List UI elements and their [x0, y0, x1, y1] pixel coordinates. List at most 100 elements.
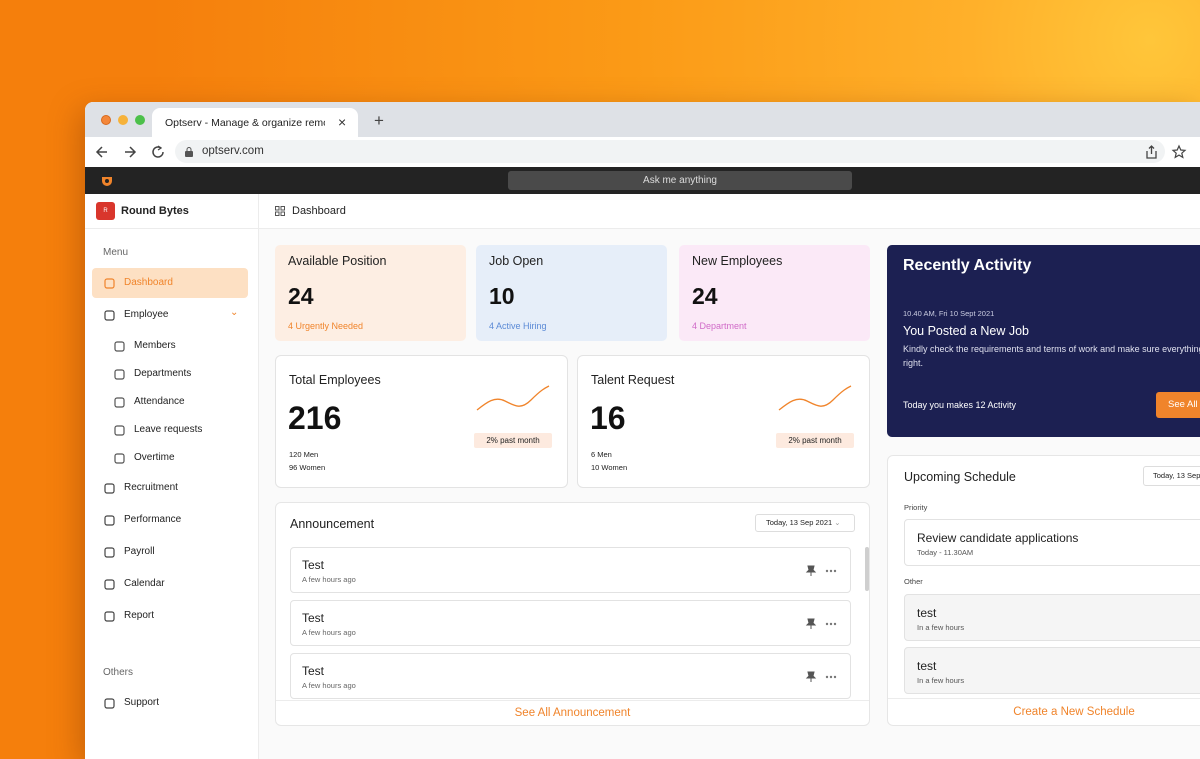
nav-subitem[interactable]: Departments	[134, 368, 192, 379]
summary-line: 120 Men	[289, 450, 319, 459]
nav-icon	[114, 341, 125, 352]
activity-title: Recently Activity	[903, 257, 1032, 274]
other-label: Other	[904, 577, 923, 586]
breadcrumb-icon	[275, 206, 285, 216]
new-tab[interactable]: +	[374, 111, 384, 130]
close-dot[interactable]	[101, 115, 111, 125]
announcement-item[interactable]: Test A few hours ago	[290, 547, 851, 593]
nav-subitem[interactable]: Attendance	[134, 396, 185, 407]
search-box[interactable]: Ask me anything	[508, 171, 852, 190]
nav-icon	[114, 425, 125, 436]
stat-card: Available Position 24 4 Urgently Needed	[275, 245, 466, 341]
divider	[888, 698, 1200, 699]
schedule-item[interactable]: Review candidate applications Today - 11.…	[904, 519, 1200, 566]
nav-icon	[104, 611, 115, 622]
lock-icon	[185, 147, 193, 157]
schedule-item[interactable]: test In a few hours	[904, 647, 1200, 694]
nav-icon	[114, 369, 125, 380]
date-picker[interactable]: Today, 13 Sep 2021 ⌄	[755, 514, 855, 532]
schedule-item-time: In a few hours	[917, 676, 965, 685]
activity-card: Recently Activity 10.40 AM, Fri 10 Sept …	[887, 245, 1200, 437]
sparkline	[476, 385, 550, 411]
summary-title: Total Employees	[289, 373, 381, 387]
summary-line: 10 Women	[591, 463, 628, 472]
item-actions[interactable]	[805, 618, 839, 630]
app-logo[interactable]	[99, 173, 115, 189]
sparkline	[778, 385, 852, 411]
nav-icon	[114, 453, 125, 464]
item-actions[interactable]	[805, 671, 839, 683]
schedule-item-title: test	[917, 659, 937, 673]
nav-subitem[interactable]: Leave requests	[134, 424, 203, 435]
summary-line: 6 Men	[591, 450, 612, 459]
schedule-item-time: Today - 11.30AM	[917, 548, 974, 557]
announcement-item[interactable]: Test A few hours ago	[290, 600, 851, 646]
item-title: Test	[302, 558, 325, 572]
divider	[276, 700, 869, 701]
activity-time: 10.40 AM, Fri 10 Sept 2021	[903, 309, 995, 318]
summary-badge: 2% past month	[474, 433, 552, 448]
stat-value: 10	[489, 283, 515, 309]
nav-icon	[104, 698, 115, 709]
nav-item[interactable]: Employee	[124, 309, 169, 320]
announcement-item[interactable]: Test A few hours ago	[290, 653, 851, 699]
announcement-link[interactable]: See All Announcement	[514, 707, 631, 719]
schedule-date[interactable]: Today, 13 Sep 2021	[1143, 466, 1200, 486]
stat-value: 24	[288, 283, 314, 309]
schedule-link[interactable]: Create a New Schedule	[1013, 706, 1135, 718]
nav-item[interactable]: Support	[124, 697, 160, 708]
nav-chevron: ⌄	[230, 307, 239, 318]
summary-card: Talent Request 16 2% past month 6 Men 10 Wom…	[577, 355, 870, 488]
maximize-dot[interactable]	[135, 115, 145, 125]
org-name[interactable]: Round Bytes	[121, 205, 189, 217]
nav-item[interactable]: Report	[124, 610, 155, 621]
stat-card: Job Open 10 4 Active Hiring	[476, 245, 667, 341]
schedule-title: Upcoming Schedule	[904, 470, 1016, 484]
scrollbar[interactable]	[865, 547, 869, 591]
summary-card: Total Employees 216 2% past month 120 Men 96…	[275, 355, 568, 488]
nav-item[interactable]: Payroll	[124, 546, 155, 557]
summary-value: 216	[288, 400, 342, 436]
minimize-dot[interactable]	[118, 115, 128, 125]
schedule-card: Upcoming Schedule Today, 13 Sep 2021 Pri…	[887, 455, 1200, 726]
summary-badge: 2% past month	[776, 433, 854, 448]
tab-title: Optserv - Manage & organize remote	[165, 117, 325, 129]
nav-active-bg	[92, 268, 248, 298]
nav-buttons[interactable]	[95, 144, 175, 160]
stat-title: Job Open	[489, 254, 544, 268]
nav-item[interactable]: Calendar	[124, 578, 165, 589]
toolbar-icons[interactable]	[1145, 144, 1195, 160]
activity-footer: Today you makes 12 Activity	[903, 400, 1017, 410]
item-time: A few hours ago	[302, 681, 356, 690]
nav-icon	[104, 515, 115, 526]
see-all-button[interactable]: See All	[1156, 392, 1200, 418]
item-actions[interactable]	[805, 565, 839, 577]
schedule-item-title: test	[917, 606, 937, 620]
nav-subitem[interactable]: Overtime	[134, 452, 175, 463]
nav-item[interactable]: Dashboard	[124, 277, 173, 288]
schedule-item-time: In a few hours	[917, 623, 965, 632]
date-text: Today, 13 Sep 2021	[766, 518, 833, 527]
nav-icon	[104, 278, 115, 289]
stat-note: 4 Active Hiring	[489, 321, 547, 331]
nav-icon	[114, 397, 125, 408]
item-time: A few hours ago	[302, 575, 356, 584]
nav-icon	[104, 579, 115, 590]
nav-item[interactable]: Performance	[124, 514, 182, 525]
announcement-title: Announcement	[290, 517, 375, 531]
url: optserv.com	[202, 145, 264, 157]
nav-subitem[interactable]: Members	[134, 340, 176, 351]
stat-value: 24	[692, 283, 718, 309]
active-tab[interactable]: Optserv - Manage & organize remote ×	[152, 108, 358, 137]
tab-close[interactable]: ×	[338, 114, 347, 130]
others-label: Others	[103, 667, 134, 678]
activity-heading: You Posted a New Job	[903, 324, 1030, 338]
breadcrumb: Dashboard	[292, 205, 346, 217]
schedule-item[interactable]: test In a few hours	[904, 594, 1200, 641]
nav-item[interactable]: Recruitment	[124, 482, 178, 493]
item-title: Test	[302, 611, 325, 625]
header-divider	[85, 228, 1200, 229]
address-field[interactable]: optserv.com	[175, 140, 1165, 163]
